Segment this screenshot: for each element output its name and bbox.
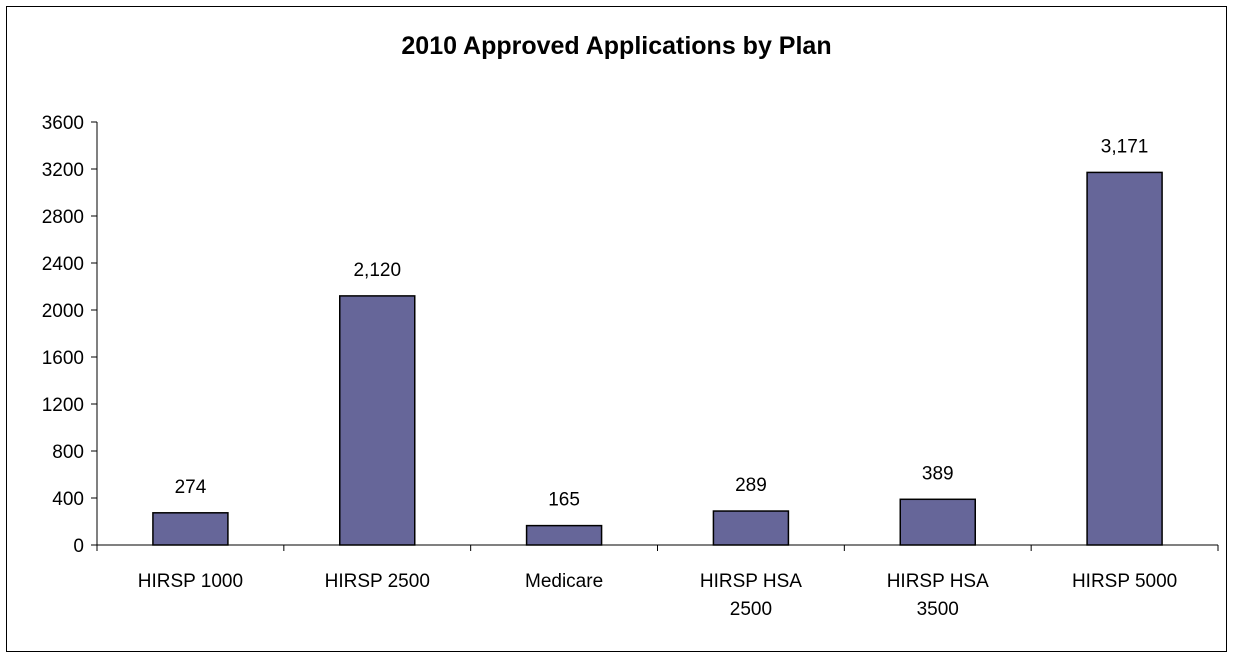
x-tick-label: HIRSP 5000: [1072, 571, 1177, 592]
x-tick-label: HIRSP 1000: [138, 571, 243, 592]
data-label: 3,171: [1101, 136, 1149, 157]
data-label: 165: [548, 490, 580, 511]
data-label: 289: [735, 475, 767, 496]
labels: 274 HIRSP 1000 2,120 HIRSP 2500 165 Medicare 2…: [138, 136, 1177, 620]
bar: [899, 498, 976, 546]
x-tick-label: 2500: [730, 599, 772, 620]
axes: 0 400 800 1200 1600 2000 2400 2800 3200 3600: [42, 113, 1219, 557]
y-tick-label: 3600: [42, 113, 84, 134]
bar: [339, 295, 416, 546]
x-tick-label: HIRSP HSA: [700, 571, 802, 592]
x-tick-label: 3500: [917, 599, 959, 620]
y-tick-label: 0: [73, 536, 84, 557]
y-tick-label: 3200: [42, 160, 84, 181]
bars: [152, 171, 1163, 546]
y-tick-label: 800: [52, 442, 84, 463]
y-tick-label: 2000: [42, 301, 84, 322]
bar: [525, 524, 603, 546]
bar: [712, 510, 790, 546]
y-tick-label: 2800: [42, 207, 84, 228]
data-label: 274: [175, 477, 207, 498]
chart-title: 2010 Approved Applications by Plan: [401, 32, 832, 60]
x-tick-label: Medicare: [525, 571, 603, 592]
bar: [152, 512, 229, 546]
bar: [1086, 171, 1163, 546]
y-tick-label: 1200: [42, 395, 84, 416]
data-label: 2,120: [353, 260, 401, 281]
y-tick-label: 1600: [42, 348, 84, 369]
y-tick-label: 2400: [42, 254, 84, 275]
y-tick-label: 400: [52, 489, 84, 510]
x-tick-label: HIRSP HSA: [887, 571, 989, 592]
x-tick-label: HIRSP 2500: [325, 571, 430, 592]
data-label: 389: [922, 463, 954, 484]
